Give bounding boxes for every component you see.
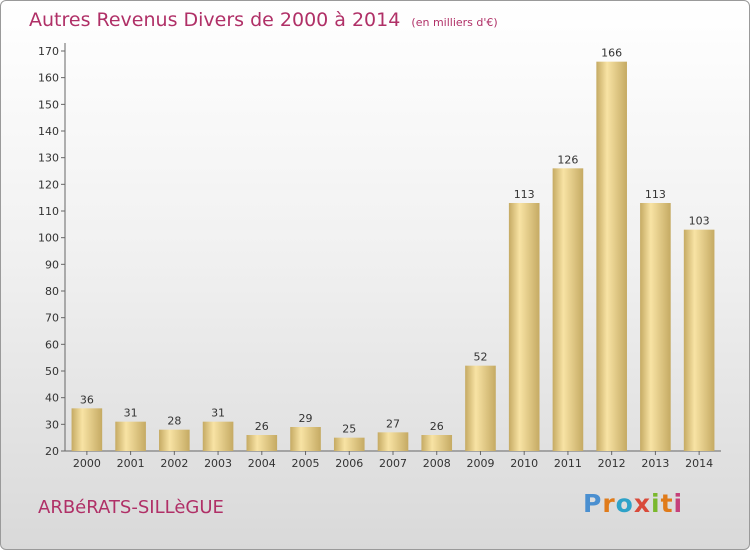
x-tick-label: 2007 [379, 457, 407, 470]
y-tick-label: 100 [38, 232, 59, 245]
bar [202, 421, 234, 451]
bar [640, 203, 671, 451]
bar [683, 229, 715, 451]
bar [377, 432, 409, 451]
x-tick-label: 2002 [160, 457, 188, 470]
logo-letter: i [651, 489, 661, 518]
logo-letter: i [673, 489, 684, 518]
x-tick-label: 2004 [248, 457, 276, 470]
x-tick-label: 2013 [641, 457, 669, 470]
bar-value-label: 113 [645, 188, 666, 201]
logo-letter: o [615, 489, 634, 518]
bar-value-label: 27 [386, 417, 400, 430]
logo-letter: r [602, 489, 616, 518]
y-tick-label: 80 [45, 285, 59, 298]
x-tick-label: 2001 [117, 457, 145, 470]
y-tick-label: 110 [38, 205, 59, 218]
x-tick-label: 2005 [292, 457, 320, 470]
bar-value-label: 36 [80, 393, 94, 406]
logo-letter: t [660, 489, 674, 518]
bar-value-label: 29 [299, 412, 313, 425]
x-tick-label: 2003 [204, 457, 232, 470]
logo-letter: x [633, 489, 651, 518]
bar-value-label: 126 [557, 153, 578, 166]
y-tick-label: 20 [45, 445, 59, 458]
bar [246, 435, 278, 451]
bar [552, 168, 584, 452]
bar-value-label: 26 [430, 420, 444, 433]
y-tick-label: 130 [38, 152, 59, 165]
bar [159, 429, 190, 451]
bar-value-label: 103 [689, 215, 710, 228]
y-tick-label: 150 [38, 98, 59, 111]
labels: 2000 36 2001 31 2002 28 2003 31 2004 26 2005 29 2006… [73, 47, 713, 470]
y-tick-label: 30 [45, 418, 59, 431]
bar [596, 61, 627, 452]
bar [333, 437, 365, 451]
title-unit: (en milliers d'€) [411, 16, 498, 29]
bar-value-label: 28 [167, 415, 181, 428]
y-tick-label: 60 [45, 338, 59, 351]
x-tick-label: 2006 [335, 457, 363, 470]
bar [115, 421, 146, 451]
y-tick-label: 170 [38, 45, 59, 58]
y-tick-label: 120 [38, 178, 59, 191]
bar-value-label: 25 [342, 423, 356, 436]
chart-title: Autres Revenus Divers de 2000 à 2014 (en… [29, 9, 498, 31]
y-tick-label: 50 [45, 365, 59, 378]
x-tick-label: 2012 [598, 457, 626, 470]
bar [421, 435, 453, 451]
y-tick-label: 140 [38, 125, 59, 138]
bar [508, 203, 540, 451]
title-text: Autres Revenus Divers de 2000 à 2014 [29, 9, 401, 31]
x-tick-label: 2010 [510, 457, 538, 470]
bar-value-label: 31 [124, 407, 138, 420]
y-tick-label: 70 [45, 312, 59, 325]
bar-value-label: 166 [601, 47, 622, 60]
x-tick-label: 2011 [554, 457, 582, 470]
bars [71, 61, 715, 452]
proxiti-logo: Proxiti [583, 489, 683, 518]
bar-value-label: 52 [473, 351, 487, 364]
commune-name: ARBéRATS-SILLèGUE [38, 497, 224, 518]
y-tick-label: 90 [45, 258, 59, 271]
bar [465, 365, 496, 451]
x-tick-label: 2014 [685, 457, 713, 470]
bar [290, 427, 321, 451]
y-tick-label: 40 [45, 392, 59, 405]
x-tick-label: 2000 [73, 457, 101, 470]
logo-letter: P [583, 489, 603, 518]
x-tick-label: 2008 [423, 457, 451, 470]
bar-value-label: 31 [211, 407, 225, 420]
y-tick-label: 160 [38, 72, 59, 85]
x-tick-label: 2009 [466, 457, 494, 470]
bar-value-label: 26 [255, 420, 269, 433]
bar-value-label: 113 [514, 188, 535, 201]
bar [71, 408, 103, 451]
